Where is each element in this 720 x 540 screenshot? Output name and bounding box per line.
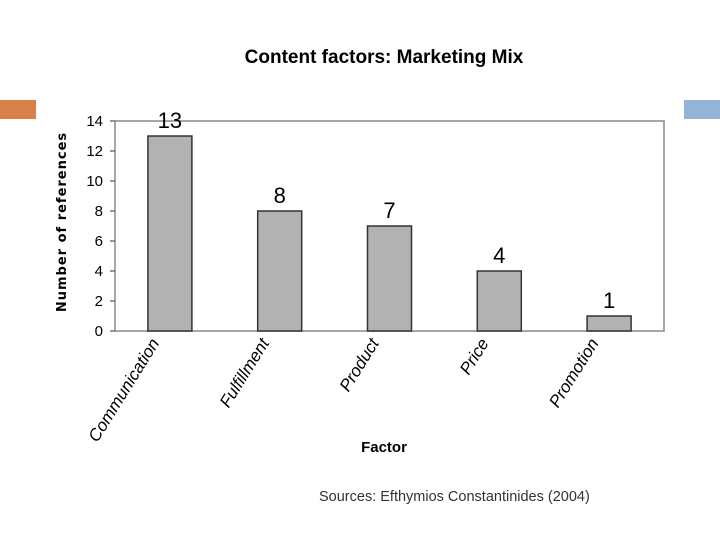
y-tick-label: 6 [95, 233, 103, 250]
x-tick-label-promotion: Promotion [545, 335, 602, 411]
chart-title: Content factors: Marketing Mix [245, 47, 524, 68]
bar-promotion [586, 315, 632, 332]
y-axis: 0 2 4 6 8 10 12 14 [86, 113, 115, 340]
source-caption: Sources: Efthymios Constantinides (2004) [319, 489, 590, 505]
bars: 13 8 7 4 1 [147, 108, 632, 332]
x-tick-label-communication: Communication [85, 335, 164, 445]
bar-communication [147, 135, 193, 332]
y-tick-label: 0 [95, 323, 103, 340]
x-tick-label-product: Product [336, 334, 384, 395]
data-label-promotion: 1 [603, 288, 615, 313]
accent-bar-right [684, 100, 720, 119]
y-tick-label: 2 [95, 293, 103, 310]
y-tick-label: 4 [95, 263, 103, 280]
bar-fulfillment [256, 210, 303, 332]
y-axis-label: Number of references [55, 132, 70, 312]
data-label-fulfillment: 8 [274, 183, 286, 208]
data-label-product: 7 [383, 198, 395, 223]
y-tick-label: 12 [86, 143, 103, 160]
data-label-price: 4 [493, 243, 505, 268]
x-tick-label-fulfillment: Fulfillment [216, 334, 274, 411]
accent-bar-left [0, 100, 36, 119]
x-tick-label-price: Price [456, 335, 493, 378]
bar-price [476, 270, 523, 332]
bar-product [366, 225, 413, 332]
data-label-communication: 13 [158, 108, 182, 133]
y-tick-label: 10 [86, 173, 103, 190]
y-tick-label: 8 [95, 203, 103, 220]
x-axis: Communication Fulfillment Product Price Prom… [85, 334, 603, 445]
y-tick-label: 14 [86, 113, 103, 130]
x-axis-label: Factor [361, 439, 407, 456]
